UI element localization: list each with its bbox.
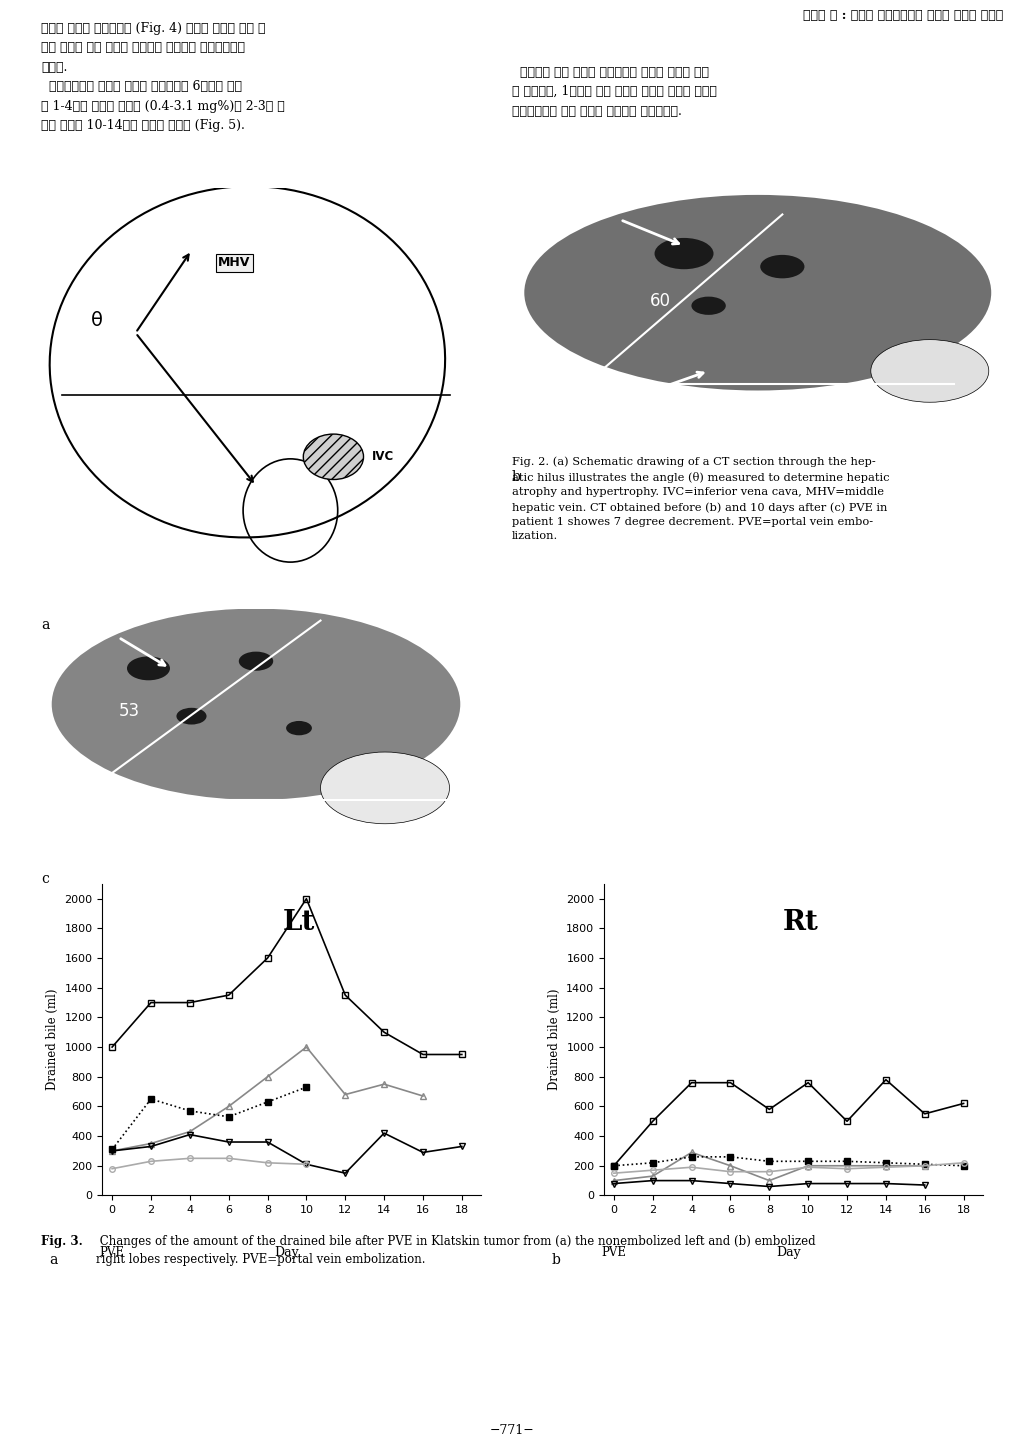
- Text: c: c: [41, 872, 49, 885]
- Text: Rt: Rt: [783, 909, 819, 936]
- Text: Fig. 3.: Fig. 3.: [41, 1235, 83, 1248]
- Text: PVE: PVE: [601, 1246, 627, 1259]
- Text: Changes of the amount of the drained bile after PVE in Klatskin tumor from (a) t: Changes of the amount of the drained bil…: [96, 1235, 816, 1265]
- Ellipse shape: [51, 609, 461, 800]
- Circle shape: [286, 722, 312, 735]
- Text: Day: Day: [274, 1246, 299, 1259]
- Circle shape: [760, 255, 805, 278]
- Text: θ: θ: [91, 312, 102, 330]
- Text: 색전술후 모든 예에서 일시적으로 경미한 복통과 미열
이 있었으며, 1예에서 천자 부위의 복강내 국소적 혈종이
동반되었으나 이후 별다른 치치없이 : 색전술후 모든 예에서 일시적으로 경미한 복통과 미열 이 있었으며, 1예에…: [512, 65, 717, 117]
- Circle shape: [870, 339, 989, 403]
- Circle shape: [654, 238, 714, 270]
- Ellipse shape: [303, 435, 364, 480]
- Text: 53: 53: [119, 703, 139, 720]
- Text: b: b: [551, 1253, 560, 1266]
- Text: 우엽이 뚜렷이 구분되었고 (Fig. 4) 우엽은 좌엽에 비해 경
도상 연하고 간의 색조는 정맥혈의 차단으로 거무스름하게
보였다.
  총빌리루빈은: 우엽이 뚜렷이 구분되었고 (Fig. 4) 우엽은 좌엽에 비해 경 도상 연…: [41, 22, 285, 132]
- Y-axis label: Drained bile (ml): Drained bile (ml): [46, 988, 59, 1091]
- Text: b: b: [512, 469, 521, 484]
- Circle shape: [127, 656, 170, 681]
- Ellipse shape: [524, 196, 991, 390]
- Y-axis label: Drained bile (ml): Drained bile (ml): [548, 988, 561, 1091]
- Text: Lt: Lt: [284, 909, 315, 936]
- Circle shape: [239, 652, 273, 671]
- Circle shape: [321, 752, 450, 823]
- Circle shape: [176, 707, 207, 724]
- Text: PVE: PVE: [99, 1246, 125, 1259]
- Text: a: a: [49, 1253, 57, 1266]
- Text: IVC: IVC: [372, 451, 394, 464]
- Circle shape: [691, 297, 726, 314]
- Text: 방선우 외 : 광범위 간절제술에서 수술전 간문맥 색전술: 방선우 외 : 광범위 간절제술에서 수술전 간문맥 색전술: [803, 9, 1004, 22]
- Text: Day: Day: [776, 1246, 801, 1259]
- Text: −771−: −771−: [489, 1424, 535, 1437]
- Text: a: a: [41, 617, 49, 632]
- Text: Fig. 2. (a) Schematic drawing of a CT section through the hep-
atic hilus illust: Fig. 2. (a) Schematic drawing of a CT se…: [512, 456, 890, 542]
- Text: 60: 60: [649, 291, 671, 310]
- Text: MHV: MHV: [218, 256, 251, 270]
